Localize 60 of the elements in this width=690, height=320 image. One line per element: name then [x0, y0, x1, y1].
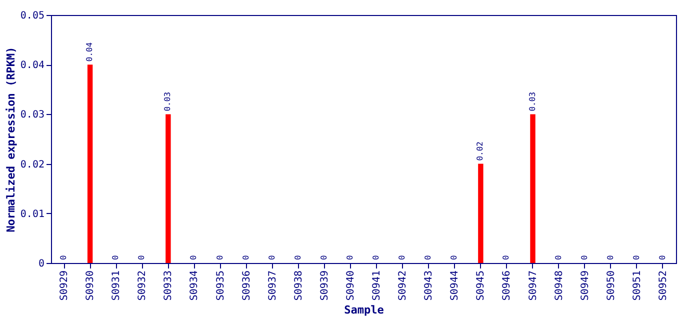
x-tick-label: S0930 — [85, 270, 96, 301]
data-label: 0 — [658, 255, 667, 260]
x-axis-title: Sample — [344, 304, 384, 317]
x-tick-label: S0944 — [450, 270, 461, 301]
x-tick-label: S0931 — [111, 270, 122, 301]
data-label: 0 — [189, 255, 198, 260]
data-label: 0 — [241, 255, 250, 260]
x-tick-label: S0935 — [215, 270, 226, 301]
bar — [166, 114, 171, 263]
data-label: 0.03 — [528, 92, 537, 112]
y-axis-title: Normalized expression (RPKM) — [4, 46, 18, 232]
bar — [478, 164, 484, 263]
data-label: 0 — [398, 255, 407, 260]
data-label: 0 — [59, 255, 68, 260]
x-tick-label: S0949 — [580, 270, 591, 301]
data-label: 0 — [111, 255, 120, 260]
x-tick-label: S0948 — [554, 270, 565, 301]
y-tick-label: 0.04 — [20, 60, 44, 72]
data-label: 0 — [319, 255, 328, 260]
x-tick-label: S0941 — [372, 270, 383, 301]
x-tick-label: S0934 — [189, 270, 200, 301]
data-label: 0 — [372, 255, 381, 260]
y-tick-label: 0 — [38, 258, 44, 270]
x-tick-label: S0932 — [137, 270, 148, 301]
x-tick-label: S0952 — [658, 270, 669, 301]
data-label: 0 — [267, 255, 276, 260]
y-tick-label: 0.05 — [20, 10, 44, 22]
data-label: 0 — [424, 255, 433, 260]
x-tick-label: S0947 — [528, 270, 539, 301]
x-tick-label: S0942 — [398, 270, 409, 301]
data-label: 0 — [606, 255, 615, 260]
data-label: 0 — [580, 255, 589, 260]
x-tick-label: S0945 — [476, 270, 487, 301]
y-tick-label: 0.02 — [20, 159, 44, 170]
x-tick-label: S0936 — [241, 270, 252, 301]
data-label: 0.03 — [163, 92, 172, 112]
x-tick-label: S0950 — [606, 270, 617, 301]
data-label: 0 — [502, 255, 511, 260]
x-tick-label: S0951 — [632, 270, 643, 301]
data-label: 0 — [293, 255, 302, 260]
x-tick-label: S0933 — [163, 270, 174, 301]
data-label: 0 — [345, 255, 354, 260]
data-label: 0 — [632, 255, 641, 260]
data-label: 0.02 — [476, 141, 485, 161]
x-tick-label: S0929 — [59, 270, 70, 301]
y-tick-label: 0.01 — [20, 208, 44, 220]
x-tick-label: S0943 — [424, 270, 435, 301]
x-tick-label: S0946 — [502, 270, 513, 301]
data-label: 0 — [554, 255, 563, 260]
x-tick-label: S0937 — [267, 270, 278, 301]
bar — [87, 64, 93, 263]
data-label: 0.04 — [85, 42, 94, 62]
x-tick-label: S0939 — [319, 270, 330, 301]
x-tick-label: S0940 — [345, 270, 356, 301]
x-tick-label: S0938 — [293, 270, 304, 301]
bar — [530, 114, 536, 263]
data-label: 0 — [137, 255, 146, 260]
data-label: 0 — [215, 255, 224, 260]
data-label: 0 — [450, 255, 459, 260]
y-tick-label: 0.03 — [20, 110, 44, 121]
